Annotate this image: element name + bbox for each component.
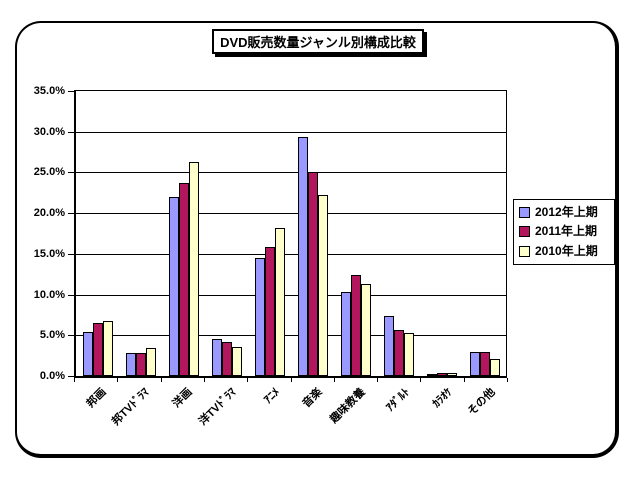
bar [221, 342, 232, 376]
legend-swatch-icon [519, 245, 530, 257]
x-axis-tick [507, 378, 508, 382]
y-axis-tick [68, 91, 74, 92]
y-axis-label: 0.0% [39, 370, 65, 382]
bar-group-5 [248, 91, 291, 376]
legend: 2012年上期 2011年上期 2010年上期 [513, 199, 615, 265]
legend-label: 2012年上期 [535, 205, 598, 220]
gridline-25pct [76, 172, 506, 173]
x-axis-tick [291, 378, 292, 382]
bar [102, 321, 113, 376]
bar [145, 348, 156, 376]
legend-item-2011年上期: 2011年上期 [519, 225, 609, 238]
bar [479, 352, 490, 376]
gridline-15pct [76, 254, 506, 255]
gridline-10pct [76, 295, 506, 296]
legend-swatch-icon [519, 226, 530, 238]
x-axis-tick [74, 378, 75, 382]
y-axis-label: 10.0% [33, 289, 65, 301]
gridline-5pct [76, 335, 506, 336]
legend-label: 2011年上期 [535, 224, 598, 239]
y-axis-label: 35.0% [33, 85, 65, 97]
bar-group-6 [291, 91, 334, 376]
y-axis-tick [68, 295, 74, 296]
chart-title-box: DVD販売数量ジャンル別構成比較 [212, 29, 424, 54]
bar [297, 137, 308, 376]
bar-group-2 [119, 91, 162, 376]
outer-frame [15, 21, 619, 458]
bar-group-1 [76, 91, 119, 376]
bar [426, 374, 437, 376]
bar [231, 347, 242, 376]
bar [135, 353, 146, 376]
bar [178, 183, 189, 376]
bar-group-7 [334, 91, 377, 376]
x-axis-tick [204, 378, 205, 382]
legend-label: 2010年上期 [535, 243, 598, 258]
bar [383, 316, 394, 376]
gridline-30pct [76, 132, 506, 133]
bar [469, 352, 480, 376]
bar [393, 330, 404, 376]
plot-area [74, 90, 507, 378]
x-axis-tick [247, 378, 248, 382]
bar-group-3 [162, 91, 205, 376]
y-axis-tick [68, 172, 74, 173]
legend-swatch-icon [519, 207, 530, 219]
bar [340, 292, 351, 376]
bar [360, 284, 371, 376]
bar [436, 373, 447, 376]
x-axis-tick [420, 378, 421, 382]
bar-group-10 [463, 91, 506, 376]
x-axis-tick [161, 378, 162, 382]
bar [92, 323, 103, 376]
bar [350, 275, 361, 376]
bar [82, 332, 93, 376]
gridline-20pct [76, 213, 506, 214]
chart-title: DVD販売数量ジャンル別構成比較 [220, 35, 416, 50]
x-axis-tick [334, 378, 335, 382]
bar [307, 172, 318, 376]
y-axis-label: 5.0% [39, 329, 65, 341]
bar [125, 353, 136, 376]
y-axis-label: 20.0% [33, 207, 65, 219]
bar [168, 197, 179, 376]
bar [317, 195, 328, 376]
bar [274, 228, 285, 376]
legend-item-2010年上期: 2010年上期 [519, 243, 609, 258]
y-axis-tick [68, 335, 74, 336]
y-axis-label: 30.0% [33, 126, 65, 138]
bar [264, 247, 275, 376]
y-axis-tick [68, 376, 74, 377]
y-axis-tick [68, 254, 74, 255]
x-axis-tick [117, 378, 118, 382]
y-axis-label: 25.0% [33, 166, 65, 178]
y-axis-tick [68, 213, 74, 214]
bar-group-9 [420, 91, 463, 376]
bar-group-4 [205, 91, 248, 376]
bar [403, 333, 414, 376]
bar [211, 339, 222, 376]
x-axis-tick [464, 378, 465, 382]
bar-group-8 [377, 91, 420, 376]
y-axis-tick [68, 132, 74, 133]
y-axis-label: 15.0% [33, 248, 65, 260]
x-axis-tick [377, 378, 378, 382]
bar [188, 162, 199, 376]
legend-item-2012年上期: 2012年上期 [519, 206, 609, 219]
bar [446, 373, 457, 376]
bar [254, 258, 265, 376]
bar [489, 359, 500, 376]
